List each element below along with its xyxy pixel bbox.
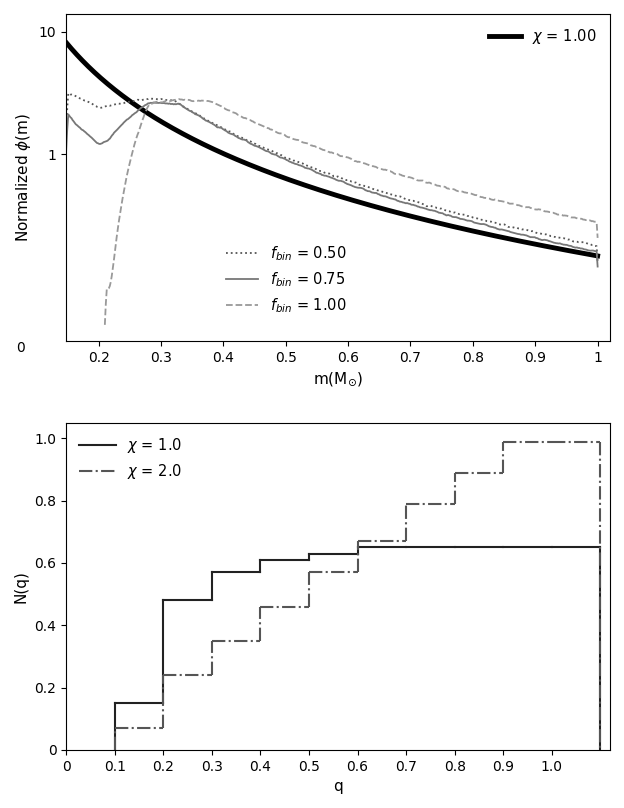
X-axis label: q: q xyxy=(333,779,343,794)
Legend: $f_{bin}$ = 0.50, $f_{bin}$ = 0.75, $f_{bin}$ = 1.00: $f_{bin}$ = 0.50, $f_{bin}$ = 0.75, $f_{… xyxy=(220,238,353,321)
Y-axis label: N(q): N(q) xyxy=(14,570,29,603)
Text: 0: 0 xyxy=(17,341,26,355)
X-axis label: m(M$_{\odot}$): m(M$_{\odot}$) xyxy=(313,370,363,388)
Legend: $\chi$ = 1.0, $\chi$ = 2.0: $\chi$ = 1.0, $\chi$ = 2.0 xyxy=(74,430,188,487)
Y-axis label: Normalized $\phi$(m): Normalized $\phi$(m) xyxy=(14,113,33,242)
